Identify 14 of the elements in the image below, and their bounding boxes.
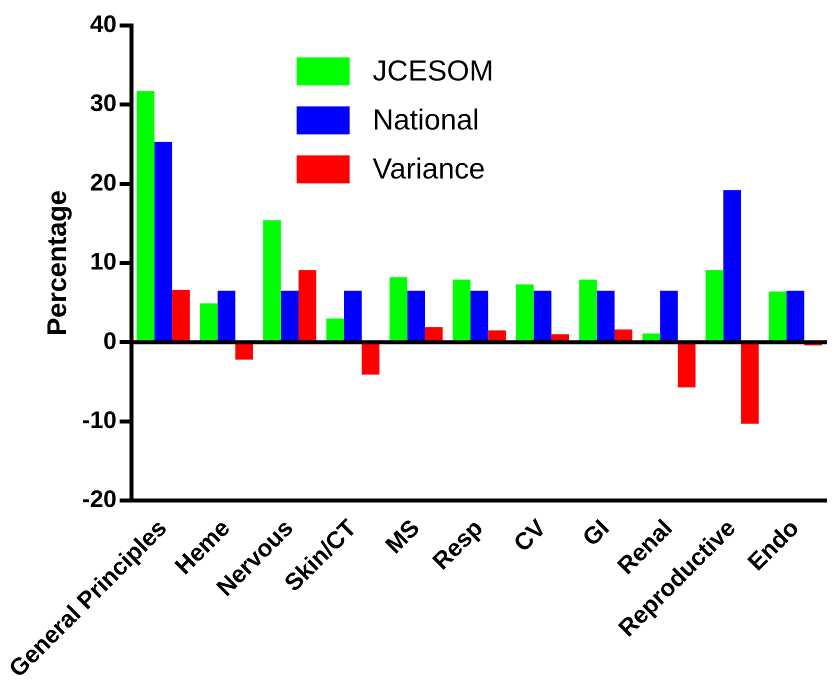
y-tick-label: -10 <box>82 407 117 434</box>
x-tick-label: CV <box>508 514 552 558</box>
y-tick-label: 10 <box>90 248 117 276</box>
y-tick-label: 40 <box>90 11 117 38</box>
y-tick-label: -20 <box>82 486 117 514</box>
x-tick-label: MS <box>380 514 426 560</box>
legend-label: Variance <box>372 153 485 186</box>
y-tick-label: 0 <box>103 328 117 355</box>
y-axis-title: Percentage <box>42 190 72 336</box>
legend-label: National <box>372 104 480 136</box>
legend-label: JCESOM <box>372 55 494 88</box>
y-tick-label: 20 <box>90 169 117 196</box>
y-tick-label: 30 <box>90 90 117 118</box>
x-tick-label: GI <box>578 514 615 552</box>
